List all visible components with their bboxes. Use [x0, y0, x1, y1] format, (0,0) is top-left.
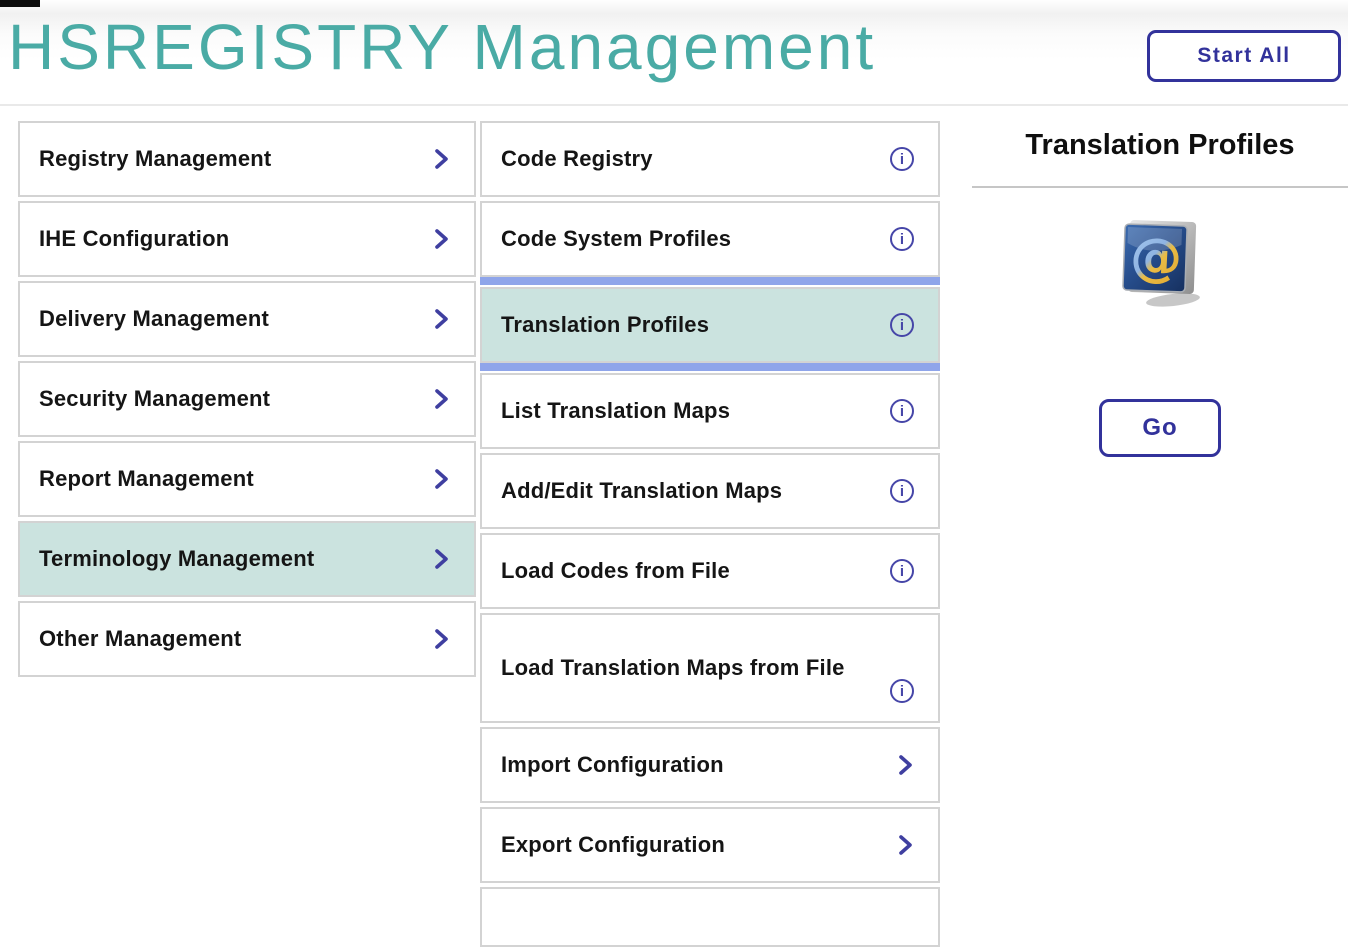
menu-item-code-registry[interactable]: Code Registry i [480, 121, 940, 197]
info-icon[interactable]: i [890, 679, 914, 703]
menu-item-label: Export Configuration [501, 832, 725, 857]
at-symbol-icon: @ [1113, 214, 1207, 310]
menu-item-load-codes-from-file[interactable]: Load Codes from File i [480, 533, 940, 609]
chevron-right-icon [434, 308, 450, 330]
menu-item-terminology-management[interactable]: Terminology Management [18, 521, 476, 597]
menu-item-translation-profiles[interactable]: Translation Profiles i [480, 287, 940, 363]
svg-text:@: @ [1129, 227, 1184, 290]
chevron-right-icon [434, 548, 450, 570]
menu-item-import-configuration[interactable]: Import Configuration [480, 727, 940, 803]
menu-item-label: Other Management [39, 626, 242, 651]
menu-item-label: Load Translation Maps from File [501, 655, 845, 681]
menu-item-label: Registry Management [39, 146, 272, 171]
info-icon[interactable]: i [890, 227, 914, 251]
menu-item-code-system-profiles[interactable]: Code System Profiles i [480, 201, 940, 277]
menu-item-load-translation-maps-from-file[interactable]: Load Translation Maps from File i [480, 613, 940, 723]
panel-title: Translation Profiles [1025, 129, 1295, 161]
menu-item-partial [480, 887, 940, 947]
menu-item-delivery-management[interactable]: Delivery Management [18, 281, 476, 357]
chevron-right-icon [434, 228, 450, 250]
menu-item-list-translation-maps[interactable]: List Translation Maps i [480, 373, 940, 449]
menu-item-label: Translation Profiles [501, 312, 710, 337]
menu-item-security-management[interactable]: Security Management [18, 361, 476, 437]
menu-item-report-management[interactable]: Report Management [18, 441, 476, 517]
info-icon[interactable]: i [890, 313, 914, 337]
menu-item-other-management[interactable]: Other Management [18, 601, 476, 677]
chevron-right-icon [434, 468, 450, 490]
chevron-right-icon [434, 388, 450, 410]
menu-item-label: Code Registry [501, 146, 653, 171]
info-icon[interactable]: i [890, 147, 914, 171]
menu-item-ihe-configuration[interactable]: IHE Configuration [18, 201, 476, 277]
top-left-artifact-bar [0, 0, 40, 7]
info-icon[interactable]: i [890, 559, 914, 583]
page-header: HSREGISTRY Management Start All [0, 0, 1348, 106]
menu-item-add-edit-translation-maps[interactable]: Add/Edit Translation Maps i [480, 453, 940, 529]
menu-item-label: Code System Profiles [501, 226, 732, 251]
menu-item-label: List Translation Maps [501, 398, 731, 423]
active-indicator-bar [480, 363, 940, 371]
menu-item-label: Security Management [39, 386, 271, 411]
menu-item-label: Import Configuration [501, 752, 724, 777]
info-icon[interactable]: i [890, 479, 914, 503]
chevron-right-icon [898, 834, 914, 856]
start-all-button[interactable]: Start All [1147, 30, 1341, 82]
chevron-right-icon [434, 628, 450, 650]
menu-item-label: Load Codes from File [501, 558, 730, 583]
menu-item-label: Delivery Management [39, 306, 269, 331]
menu-item-registry-management[interactable]: Registry Management [18, 121, 476, 197]
menu-item-label: Report Management [39, 466, 254, 491]
menu-item-label: IHE Configuration [39, 226, 230, 251]
secondary-menu: Code Registry i Code System Profiles i Trans… [480, 121, 940, 947]
info-icon[interactable]: i [890, 399, 914, 423]
menu-item-export-configuration[interactable]: Export Configuration [480, 807, 940, 883]
chevron-right-icon [898, 754, 914, 776]
active-indicator-bar [480, 277, 940, 285]
panel-divider [972, 186, 1348, 188]
menu-item-label: Add/Edit Translation Maps [501, 478, 783, 503]
primary-menu: Registry Management IHE Configuration Deli… [18, 121, 476, 681]
menu-item-label: Terminology Management [39, 546, 315, 571]
detail-panel: Translation Profiles [950, 121, 1348, 457]
go-button[interactable]: Go [1099, 399, 1221, 457]
chevron-right-icon [434, 148, 450, 170]
page-title: HSREGISTRY Management [8, 11, 877, 83]
